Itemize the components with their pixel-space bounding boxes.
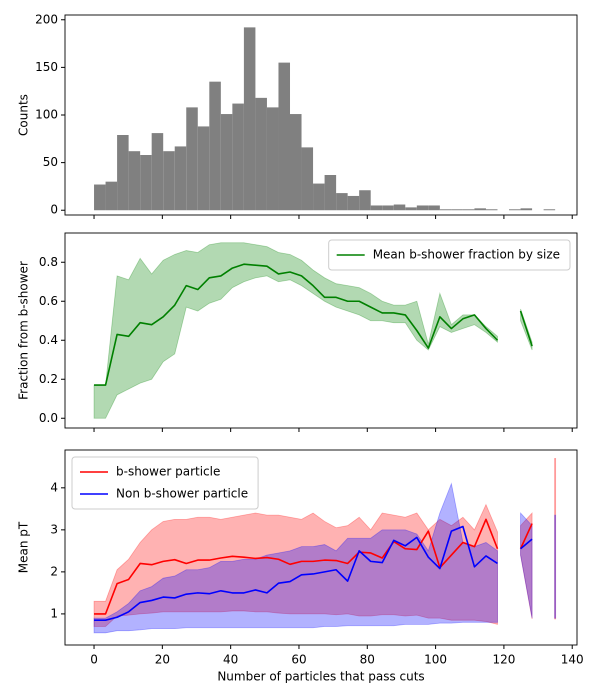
legend: b-shower particle Non b-shower particle — [71, 456, 259, 510]
panel: 0.0 0.2 0.4 0.6 0.8 Fraction from b-shower Mea… — [17, 232, 578, 432]
bar — [485, 209, 498, 211]
bar — [428, 205, 440, 211]
x-axis-label: Number of particles that pass cuts — [217, 670, 424, 684]
y-axis-label: Fraction from b-shower — [17, 261, 31, 400]
x-tick-label: 120 — [492, 653, 515, 667]
y-tick-label: 0.2 — [39, 372, 58, 386]
legend-box — [328, 239, 571, 271]
bar — [220, 114, 233, 211]
legend-box — [71, 456, 259, 510]
legend-label: b-shower particle — [116, 465, 220, 479]
x-tick-label: 20 — [155, 653, 170, 667]
band — [93, 458, 557, 627]
mean-line — [94, 518, 533, 615]
y-tick-label: 200 — [35, 12, 58, 26]
bar — [509, 209, 521, 211]
bar — [520, 208, 533, 211]
x-tick-label: 0 — [90, 653, 98, 667]
y-tick-label: 150 — [35, 60, 58, 74]
x-tick-label: 100 — [424, 653, 447, 667]
y-axis-label: Mean pT — [17, 521, 31, 573]
y-tick-label: 50 — [43, 155, 58, 169]
mean-line — [94, 525, 533, 622]
bar — [462, 209, 475, 211]
y-tick-label: 2 — [50, 564, 58, 578]
plot-area — [93, 242, 533, 419]
y-tick-label: 100 — [35, 108, 58, 122]
bar — [290, 114, 302, 211]
y-tick-label: 0.0 — [39, 411, 58, 425]
y-tick-label: 0.4 — [39, 333, 58, 347]
bar — [232, 103, 244, 211]
bar — [439, 209, 452, 211]
plot-area — [94, 27, 556, 211]
bar — [405, 207, 417, 211]
y-tick-label: 3 — [50, 522, 58, 536]
bar — [266, 107, 279, 211]
axes-frame — [64, 232, 578, 429]
bar — [105, 181, 118, 211]
plot-area — [93, 458, 557, 634]
x-tick-label: 40 — [223, 653, 238, 667]
bar — [336, 193, 348, 211]
legend-label: Mean b-shower fraction by size — [373, 248, 560, 262]
bar — [197, 126, 210, 211]
bar — [209, 81, 221, 211]
legend-label: Non b-shower particle — [116, 487, 248, 501]
legend: Mean b-shower fraction by size — [328, 239, 571, 271]
band — [93, 482, 557, 634]
x-tick-label: 80 — [360, 653, 375, 667]
bar — [301, 147, 314, 211]
bar — [128, 151, 141, 211]
bar — [255, 97, 267, 211]
y-tick-label: 0 — [50, 203, 58, 217]
band — [93, 242, 533, 419]
bar — [359, 190, 371, 211]
bar — [393, 204, 406, 211]
bar — [243, 27, 256, 211]
bar — [117, 135, 129, 211]
bar — [174, 146, 187, 211]
bar — [140, 155, 152, 211]
axes-frame — [64, 449, 578, 646]
mean-line — [94, 263, 533, 386]
bar — [163, 151, 175, 211]
bar — [151, 133, 164, 211]
bar — [451, 209, 463, 211]
y-tick-label: 1 — [50, 606, 58, 620]
y-axis-label: Counts — [17, 94, 31, 136]
x-tick-label: 60 — [291, 653, 306, 667]
y-tick-label: 0.6 — [39, 294, 58, 308]
bar — [370, 205, 383, 211]
bar — [94, 184, 106, 211]
bar — [474, 208, 486, 211]
x-tick-label: 140 — [561, 653, 584, 667]
y-tick-label: 4 — [50, 480, 58, 494]
bar — [347, 195, 360, 211]
y-tick-label: 0.8 — [39, 255, 58, 269]
bar — [382, 205, 394, 211]
bar — [543, 209, 556, 211]
bar — [278, 62, 291, 211]
bar — [313, 183, 325, 211]
bar — [324, 175, 337, 211]
bar — [416, 205, 429, 211]
panel: 0 50 100 150 200 Counts — [17, 12, 578, 219]
bar — [186, 107, 198, 211]
